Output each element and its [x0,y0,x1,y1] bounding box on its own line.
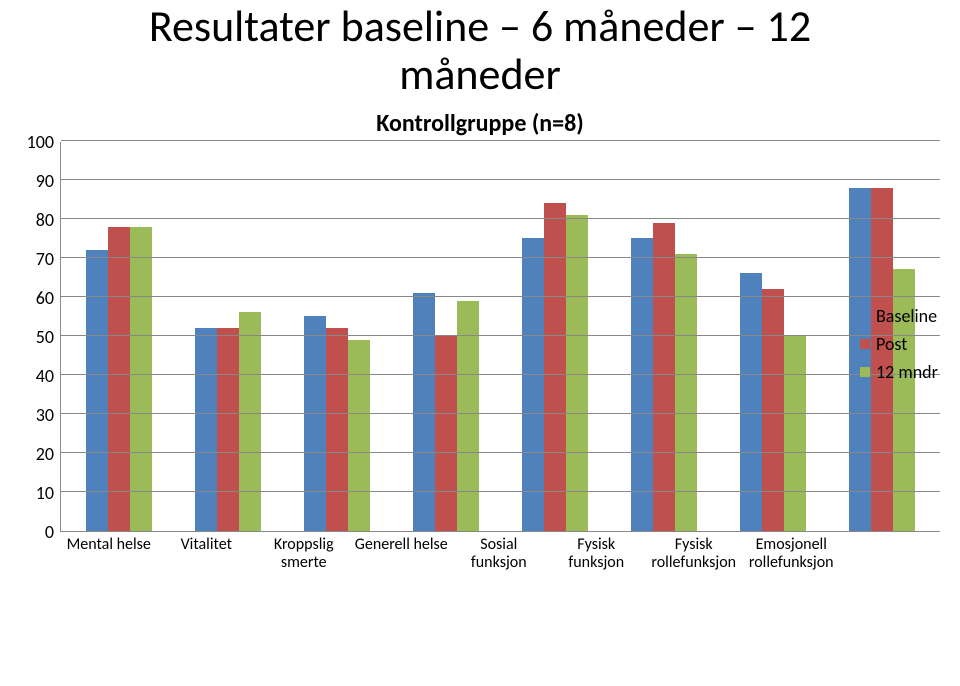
legend-label: Baseline [876,305,937,327]
gridline [61,335,940,336]
y-tick-label: 10 [20,482,54,504]
gridline [61,218,940,219]
bar [784,336,806,531]
bar-group [283,316,392,531]
bar [108,227,130,531]
x-axis-label: Sosial funksjon [450,536,548,573]
title-line-1: Resultater baseline – 6 måneder – 12 [149,0,811,53]
chart-and-legend: 0102030405060708090100 BaselinePost12 mn… [20,142,940,532]
bar [304,316,326,531]
x-axis-label: Fysisk funksjon [548,536,646,573]
bar [762,289,784,531]
x-axis-label: Vitalitet [158,536,256,573]
y-tick-label: 60 [20,287,54,309]
bar [522,238,544,531]
bar [217,328,239,531]
x-axis-label: Fysiskrollefunksjon [645,536,743,573]
bar-group [609,223,718,531]
bar-group [174,312,283,530]
gridline [61,140,940,141]
y-tick-label: 20 [20,443,54,465]
bar [653,223,675,531]
x-axis-label: Mental helse [60,536,158,573]
y-tick-label: 90 [20,170,54,192]
y-axis: 0102030405060708090100 [20,142,60,532]
bar [435,336,457,531]
gridline [61,296,940,297]
bar [348,340,370,531]
bar [740,273,762,530]
bar-group [501,203,610,531]
x-axis-label: Emosjonellrollefunksjon [743,536,841,573]
legend-label: 12 mndr [876,361,938,383]
y-tick-label: 30 [20,404,54,426]
bar [195,328,217,531]
chart-legend: Baseline Post 12 mndr [860,299,960,389]
gridline [61,413,940,414]
gridline [61,179,940,180]
x-axis-labels: Mental helseVitalitetKroppsligsmerteGene… [20,536,940,573]
gridline [61,257,940,258]
legend-item: Baseline [860,305,960,327]
bar-groups [61,142,940,531]
legend-swatch [860,367,870,377]
bar-group [718,273,827,530]
page-title: Resultater baseline – 6 måneder – 12 mån… [20,2,940,99]
legend-swatch [860,339,870,349]
title-line-2: måneder [399,47,561,101]
bar [631,238,653,531]
y-tick-label: 40 [20,365,54,387]
bar [86,250,108,531]
gridline [61,374,940,375]
bar [130,227,152,531]
bar [239,312,261,530]
y-tick-label: 100 [20,131,54,153]
chart-plot [60,142,940,532]
y-tick-label: 70 [20,248,54,270]
y-tick-label: 50 [20,326,54,348]
bar [326,328,348,531]
y-tick-label: 80 [20,209,54,231]
chart-subtitle: Kontrollgruppe (n=8) [20,109,940,138]
x-axis-label: Generell helse [353,536,451,573]
bar [544,203,566,531]
legend-item: 12 mndr [860,361,960,383]
page-root: Resultater baseline – 6 måneder – 12 mån… [0,2,960,686]
legend-label: Post [876,333,907,355]
gridline [61,491,940,492]
gridline [61,452,940,453]
legend-item: Post [860,333,960,355]
y-tick-label: 0 [20,521,54,543]
bar-group [65,227,174,531]
x-axis-label: Kroppsligsmerte [255,536,353,573]
legend-swatch [860,311,870,321]
chart-wrap: 0102030405060708090100 [20,142,940,532]
